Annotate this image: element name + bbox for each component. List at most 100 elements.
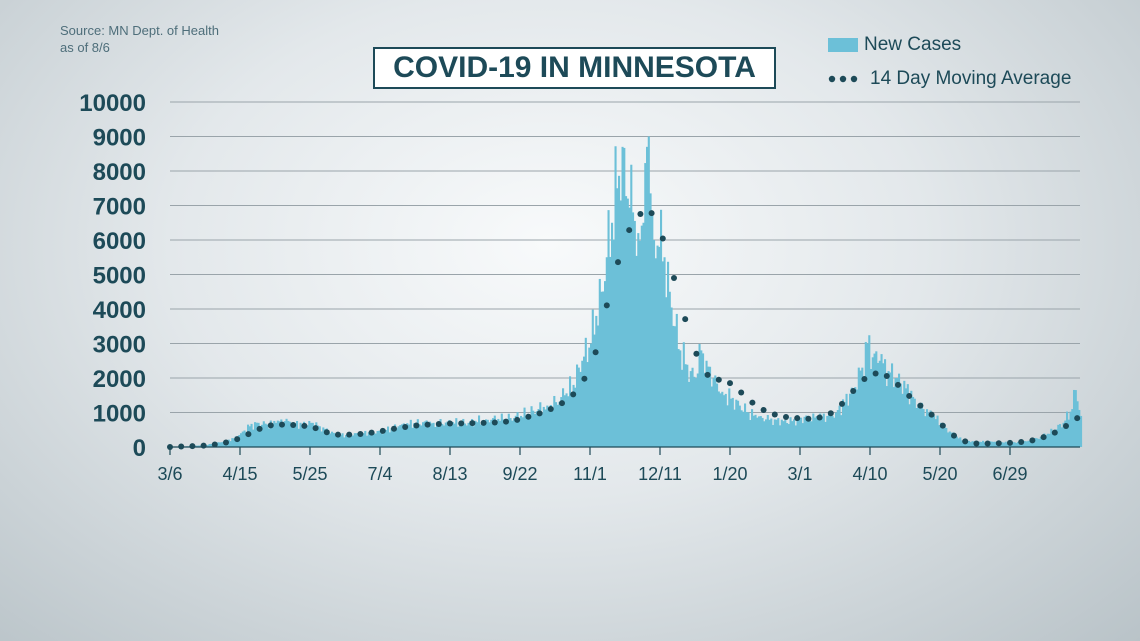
bar-new-cases [796,415,799,447]
bar-new-cases [756,417,759,447]
bar-new-cases [569,376,572,447]
bar-new-cases [282,424,285,447]
bar-new-cases [499,420,502,447]
bar-new-cases [891,363,894,447]
moving-average-point [335,431,341,438]
bar-new-cases [866,343,869,447]
bar-new-cases [245,432,248,447]
bar-new-cases [712,378,715,447]
bar-new-cases [1038,439,1041,447]
bar-new-cases [572,384,575,447]
bar-new-cases [847,405,850,447]
bar-new-cases [574,387,577,447]
bar-new-cases [374,433,377,447]
bar-new-cases [931,415,934,447]
bar-new-cases [621,146,624,447]
bar-new-cases [353,433,356,447]
bar-new-cases [1050,428,1053,447]
moving-average-point [682,316,689,323]
bar-new-cases [856,389,859,447]
bar-new-cases [871,357,874,447]
bar-new-cases [250,423,253,447]
bar-new-cases [614,146,617,447]
bar-new-cases [924,416,927,447]
bar-new-cases [292,422,295,447]
bar-new-cases [275,422,278,447]
bar-new-cases [278,421,281,447]
moving-average-point [357,431,364,438]
bar-new-cases [471,419,474,447]
bar-new-cases [308,420,311,447]
moving-average-point [189,443,196,450]
bar-new-cases [506,420,509,447]
bar-new-cases [1029,440,1032,447]
bar-new-cases [810,421,813,447]
bar-new-cases [514,415,517,447]
bar-new-cases [1055,429,1058,447]
bar-new-cases [742,411,745,447]
moving-average-point [413,422,420,429]
bar-new-cases [1078,409,1081,447]
bar-new-cases [416,419,419,447]
bar-new-cases [240,433,243,447]
bar-new-cases [441,423,444,447]
bar-new-cases [754,414,757,447]
bar-new-cases [898,373,901,447]
x-tick-label: 4/15 [222,464,257,484]
bar-new-cases [527,413,530,447]
bar-new-cases [730,398,733,447]
bar-new-cases [901,393,904,447]
bar-new-cases [432,422,435,447]
bar-new-cases [425,420,428,447]
bar-new-cases [322,427,325,447]
bar-new-cases [686,364,689,447]
moving-average-point [995,440,1002,447]
y-tick-label: 6000 [93,228,146,255]
y-tick-label: 4000 [93,297,146,324]
bar-new-cases [236,437,239,447]
bar-new-cases [570,392,573,447]
bar-new-cases [537,409,540,447]
bar-new-cases [257,422,260,447]
moving-average-point [435,420,442,427]
bar-new-cases [479,424,482,447]
bar-new-cases [966,440,969,447]
bar-new-cases [320,431,323,447]
bar-new-cases [640,225,643,447]
bar-new-cases [670,307,673,447]
bar-new-cases [691,367,694,447]
bar-new-cases [404,429,407,447]
bar-new-cases [637,233,640,447]
moving-average-point [514,416,521,423]
bar-new-cases [689,371,692,447]
bar-new-cases [933,415,936,447]
bar-new-cases [775,419,778,447]
bar-new-cases [829,412,832,447]
bar-new-cases [927,412,930,447]
bar-new-cases [420,425,423,447]
bar-new-cases [803,416,806,447]
bar-new-cases [332,432,335,447]
bar-new-cases [892,387,895,447]
y-tick-label: 10000 [79,90,146,117]
bar-new-cases [511,420,514,447]
bar-new-cases [857,367,860,447]
bar-new-cases [1045,434,1048,447]
bar-new-cases [1080,415,1083,447]
moving-average-point [312,425,319,432]
bar-new-cases [800,417,803,447]
bar-new-cases [1066,411,1069,447]
bar-new-cases [520,415,523,447]
bar-new-cases [952,432,955,447]
x-tick-label: 6/29 [992,464,1027,484]
moving-average-point [267,422,274,429]
moving-average-point [424,421,431,428]
moving-average-point [279,421,285,428]
bar-new-cases [1025,441,1028,447]
moving-average-point [469,420,476,427]
bar-new-cases [590,343,593,447]
bar-new-cases [782,421,785,447]
bar-new-cases [887,371,890,447]
bar-new-cases [777,418,780,447]
x-tick-label: 3/1 [787,464,812,484]
